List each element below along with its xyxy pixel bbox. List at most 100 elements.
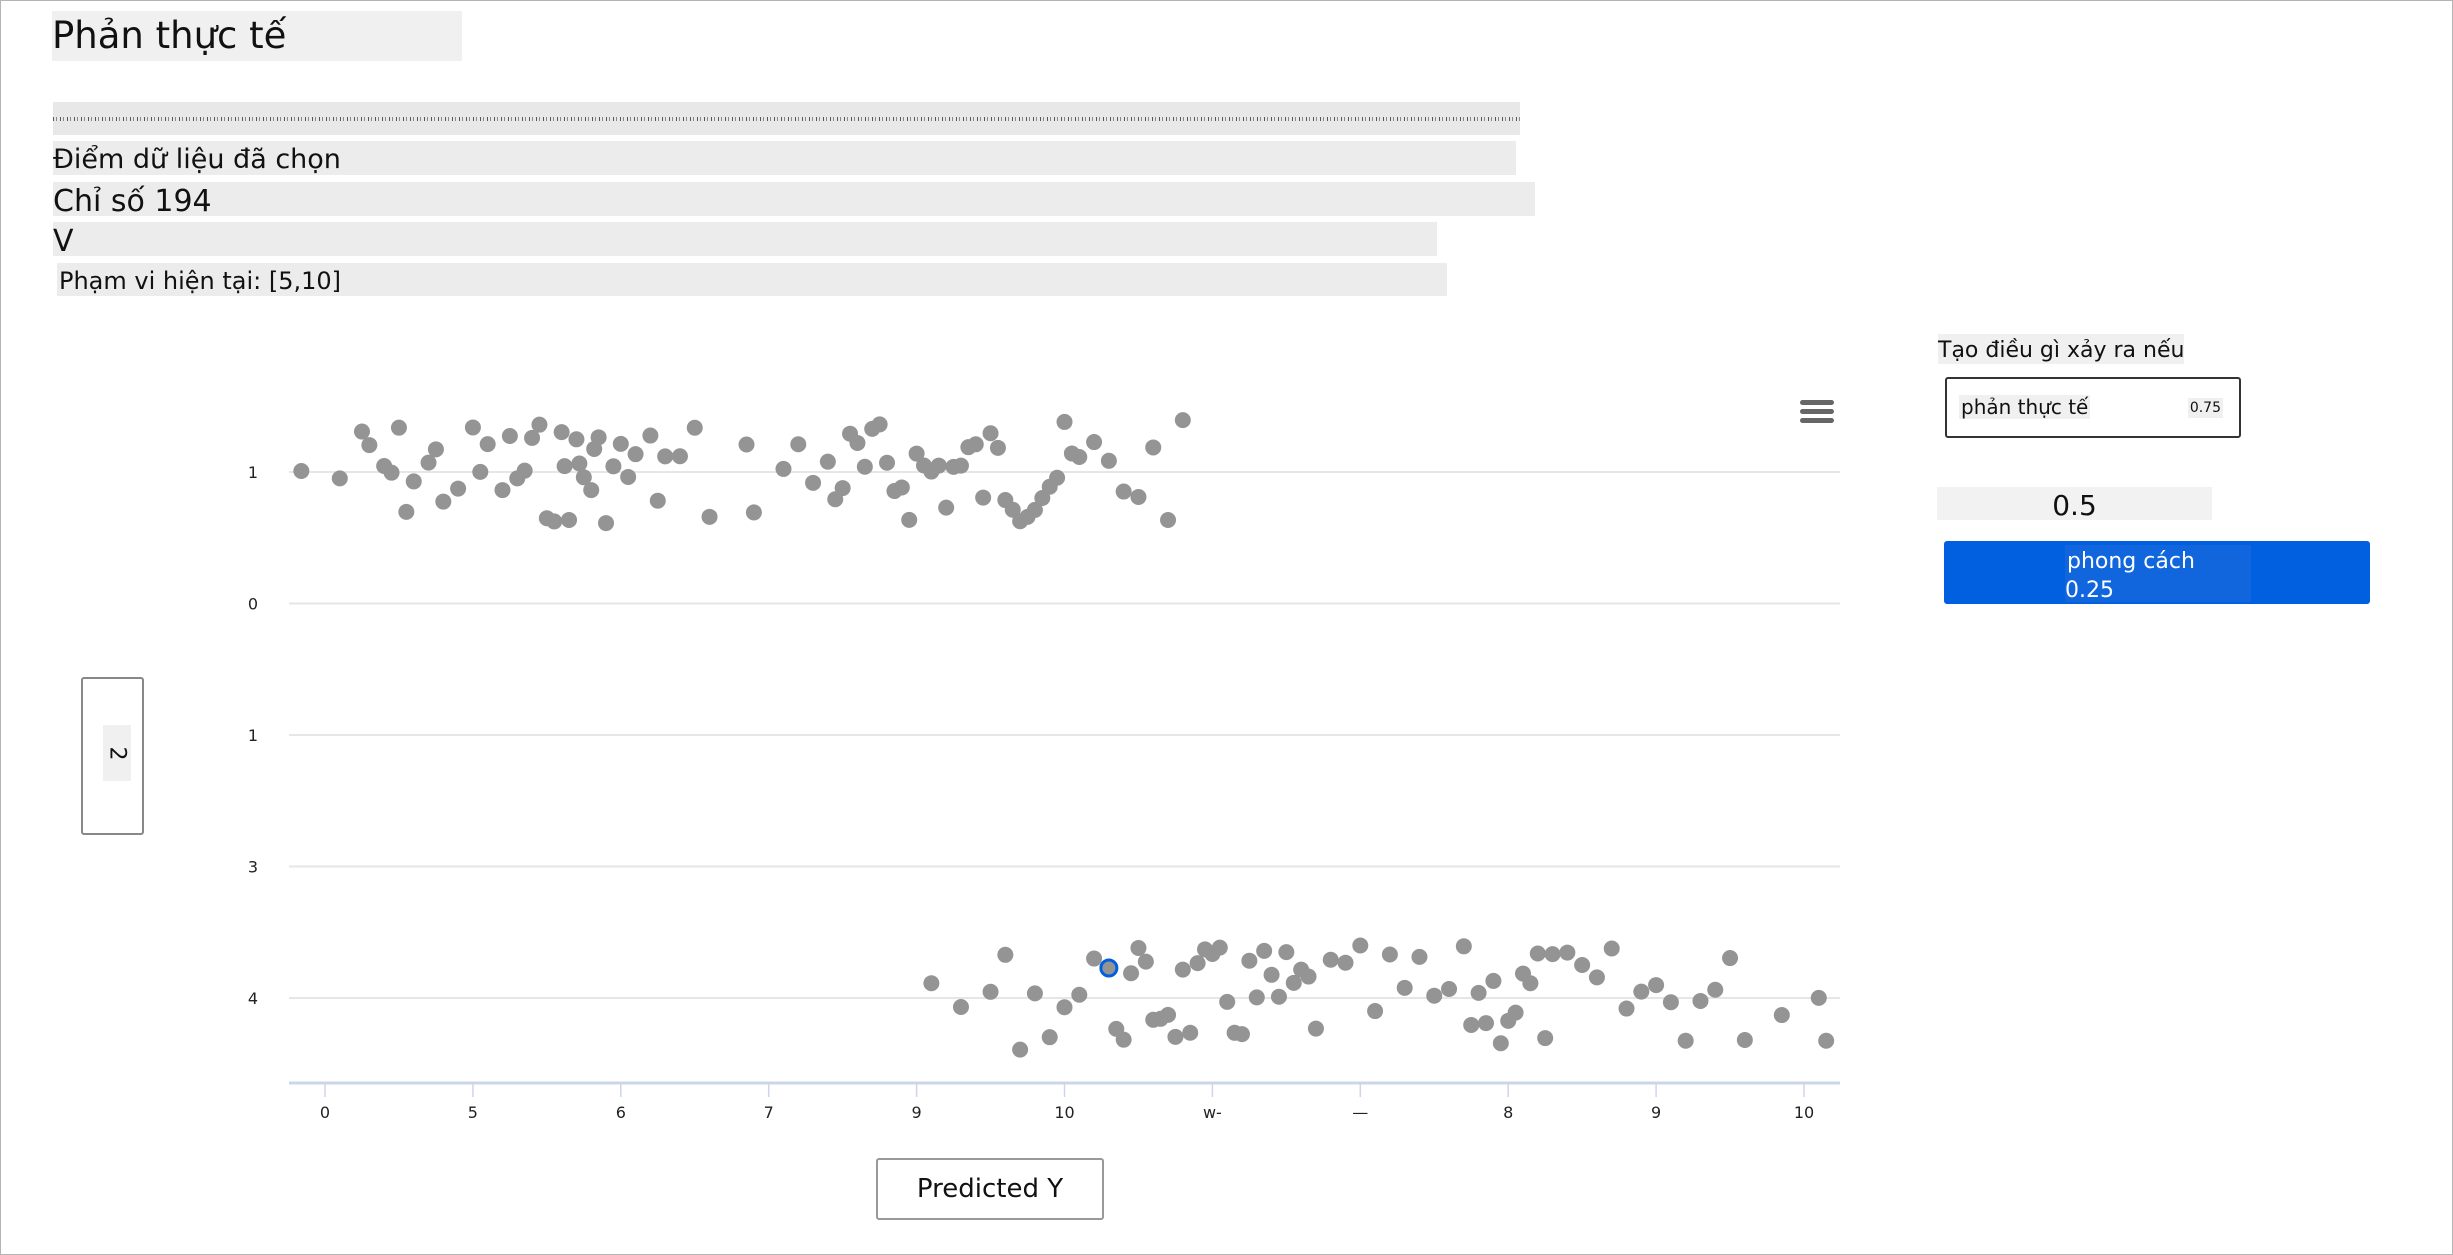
data-point[interactable] xyxy=(819,453,836,470)
data-point[interactable] xyxy=(1337,954,1354,971)
data-point[interactable] xyxy=(1167,1028,1184,1045)
data-point[interactable] xyxy=(1270,988,1287,1005)
data-point[interactable] xyxy=(938,499,955,516)
data-point[interactable] xyxy=(1381,946,1398,963)
data-point[interactable] xyxy=(1256,942,1273,959)
data-point[interactable] xyxy=(1773,1007,1790,1024)
data-point[interactable] xyxy=(1056,999,1073,1016)
data-point[interactable] xyxy=(553,424,570,441)
data-point[interactable] xyxy=(420,454,437,471)
data-point[interactable] xyxy=(1470,984,1487,1001)
data-point[interactable] xyxy=(524,429,541,446)
data-point[interactable] xyxy=(1707,981,1724,998)
data-point[interactable] xyxy=(590,429,607,446)
data-point[interactable] xyxy=(1300,968,1317,985)
data-point[interactable] xyxy=(293,462,310,479)
data-point[interactable] xyxy=(1618,1000,1635,1017)
data-point[interactable] xyxy=(1463,1016,1480,1033)
data-point[interactable] xyxy=(627,446,644,463)
data-point[interactable] xyxy=(1233,1026,1250,1043)
data-point[interactable] xyxy=(1174,412,1191,429)
data-point[interactable] xyxy=(571,455,588,472)
data-point[interactable] xyxy=(1174,961,1191,978)
data-point[interactable] xyxy=(1034,490,1051,507)
data-point[interactable] xyxy=(361,437,378,454)
data-point[interactable] xyxy=(472,463,489,480)
data-point[interactable] xyxy=(546,513,563,530)
data-point[interactable] xyxy=(1071,449,1088,466)
data-point[interactable] xyxy=(871,416,888,433)
data-point[interactable] xyxy=(1736,1031,1753,1048)
data-point[interactable] xyxy=(1086,434,1103,451)
data-point[interactable] xyxy=(561,511,578,528)
data-point[interactable] xyxy=(1537,1030,1554,1047)
data-point[interactable] xyxy=(1648,977,1665,994)
data-point[interactable] xyxy=(879,454,896,471)
data-point[interactable] xyxy=(331,470,348,487)
data-point[interactable] xyxy=(1529,945,1546,962)
y-axis-selector-button[interactable]: 2 xyxy=(81,677,144,835)
data-point[interactable] xyxy=(1522,975,1539,992)
data-point[interactable] xyxy=(1145,439,1162,456)
data-point[interactable] xyxy=(405,473,422,490)
data-point[interactable] xyxy=(790,436,807,453)
data-point[interactable] xyxy=(775,460,792,477)
data-point[interactable] xyxy=(671,448,688,465)
data-point[interactable] xyxy=(952,457,969,474)
data-point[interactable] xyxy=(1056,413,1073,430)
data-point[interactable] xyxy=(849,434,866,451)
data-point[interactable] xyxy=(568,431,585,448)
data-point[interactable] xyxy=(1492,1035,1509,1052)
data-point[interactable] xyxy=(1130,939,1147,956)
data-point[interactable] xyxy=(383,464,400,481)
data-point[interactable] xyxy=(1322,951,1339,968)
data-point[interactable] xyxy=(464,419,481,436)
data-point[interactable] xyxy=(1004,501,1021,518)
data-point[interactable] xyxy=(1544,946,1561,963)
data-point[interactable] xyxy=(598,515,615,532)
data-point[interactable] xyxy=(575,469,592,486)
data-point[interactable] xyxy=(1071,986,1088,1003)
data-point[interactable] xyxy=(1574,957,1591,974)
data-point[interactable] xyxy=(427,441,444,458)
data-point[interactable] xyxy=(494,482,511,499)
data-point[interactable] xyxy=(583,482,600,499)
data-point[interactable] xyxy=(1211,939,1228,956)
data-point[interactable] xyxy=(1485,972,1502,989)
data-point[interactable] xyxy=(1123,965,1140,982)
data-point[interactable] xyxy=(501,428,518,445)
data-point[interactable] xyxy=(1115,1031,1132,1048)
data-point[interactable] xyxy=(1810,989,1827,1006)
data-point[interactable] xyxy=(738,436,755,453)
data-point[interactable] xyxy=(1160,512,1177,529)
data-point[interactable] xyxy=(1441,981,1458,998)
data-point[interactable] xyxy=(1588,969,1605,986)
data-point[interactable] xyxy=(923,975,940,992)
data-point[interactable] xyxy=(1307,1020,1324,1037)
data-point[interactable] xyxy=(1026,985,1043,1002)
data-point[interactable] xyxy=(556,458,573,475)
data-point[interactable] xyxy=(1115,483,1132,500)
data-point[interactable] xyxy=(745,504,762,521)
data-point[interactable] xyxy=(1285,974,1302,991)
data-point[interactable] xyxy=(1722,950,1739,967)
hamburger-menu-icon[interactable] xyxy=(1800,397,1834,427)
data-point[interactable] xyxy=(901,511,918,528)
data-point[interactable] xyxy=(834,480,851,497)
data-point[interactable] xyxy=(620,468,637,485)
data-point[interactable] xyxy=(516,462,533,479)
data-point[interactable] xyxy=(479,436,496,453)
data-point[interactable] xyxy=(1367,1003,1384,1020)
data-point[interactable] xyxy=(642,427,659,444)
data-point[interactable] xyxy=(390,419,407,436)
data-point[interactable] xyxy=(1633,983,1650,1000)
data-point[interactable] xyxy=(952,999,969,1016)
data-point[interactable] xyxy=(975,489,992,506)
data-point[interactable] xyxy=(353,423,370,440)
data-point[interactable] xyxy=(531,416,548,433)
data-point[interactable] xyxy=(1012,1041,1029,1058)
data-point[interactable] xyxy=(1426,987,1443,1004)
data-point[interactable] xyxy=(930,457,947,474)
data-point[interactable] xyxy=(1396,979,1413,996)
data-point[interactable] xyxy=(1559,944,1576,961)
